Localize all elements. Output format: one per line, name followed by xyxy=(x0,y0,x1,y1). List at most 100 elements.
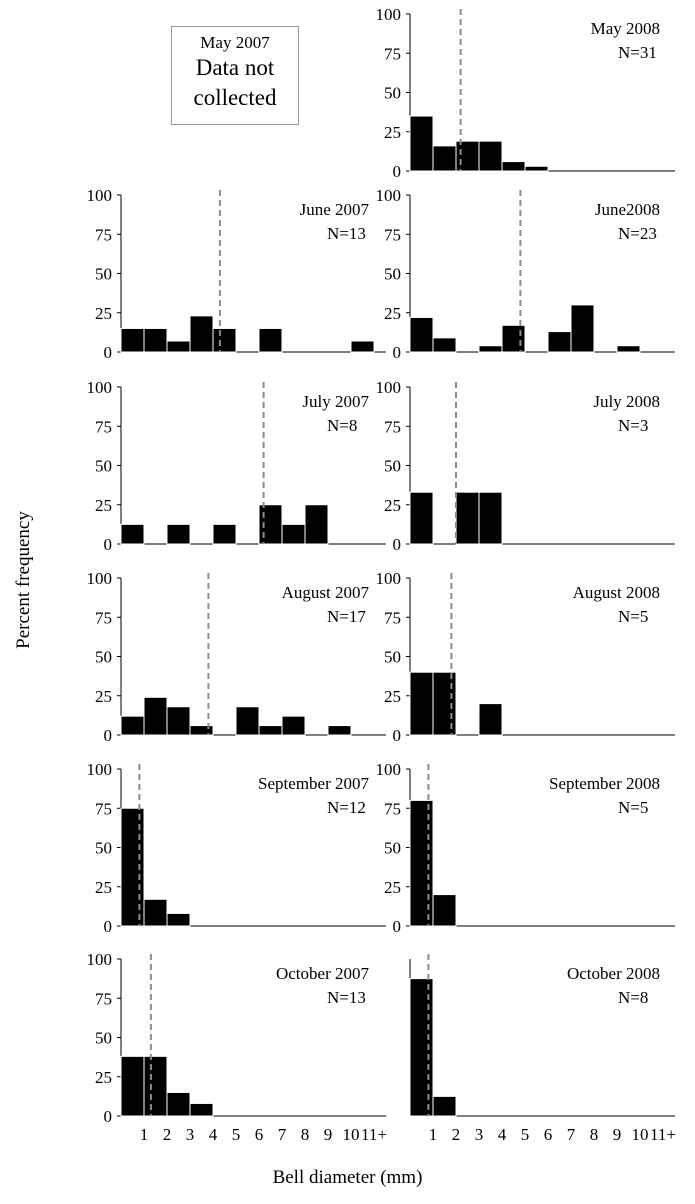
x-tick-label: 9 xyxy=(324,1125,333,1144)
y-tick-label: 25 xyxy=(384,304,401,323)
y-tick-label: 0 xyxy=(104,535,113,554)
y-tick-label: 100 xyxy=(376,760,402,779)
y-tick-label: 50 xyxy=(95,648,112,667)
bar xyxy=(304,504,329,545)
y-tick-label: 0 xyxy=(104,343,113,362)
x-tick-label: 10 xyxy=(632,1125,649,1144)
y-tick-label: 75 xyxy=(384,608,401,627)
y-tick-label: 75 xyxy=(384,44,401,63)
y-tick-label: 25 xyxy=(384,123,401,142)
y-tick-label: 25 xyxy=(95,304,112,323)
bar xyxy=(166,912,191,927)
histogram-panel-0: 0 25 50 75 100 May 2008 N=31 xyxy=(376,5,675,181)
panel-title: August 2007 xyxy=(282,583,370,602)
y-tick-label: 75 xyxy=(95,608,112,627)
note-title: May 2007 xyxy=(200,33,270,52)
y-tick-label: 0 xyxy=(393,535,402,554)
y-tick-label: 100 xyxy=(87,378,113,397)
y-tick-label: 50 xyxy=(95,839,112,858)
y-tick-label: 100 xyxy=(376,569,402,588)
panel-n-label: N=23 xyxy=(618,224,657,243)
bar xyxy=(432,894,457,927)
panel-n-label: N=17 xyxy=(327,607,366,626)
bar xyxy=(478,140,503,172)
y-tick-label: 25 xyxy=(95,496,112,515)
panel-n-label: N=13 xyxy=(327,988,366,1007)
x-tick-label: 11+ xyxy=(361,1125,387,1144)
panel-title: July 2007 xyxy=(302,392,369,411)
bar xyxy=(478,491,503,545)
histogram-panel-2: 0 25 50 75 100 June2008 N=23 xyxy=(376,186,675,362)
panel-title: October 2007 xyxy=(276,964,370,983)
x-tick-label: 3 xyxy=(475,1125,484,1144)
x-tick-label: 7 xyxy=(278,1125,287,1144)
y-tick-label: 75 xyxy=(384,225,401,244)
bar xyxy=(120,1055,145,1117)
x-tick-label: 1 xyxy=(429,1125,438,1144)
y-tick-label: 50 xyxy=(95,265,112,284)
histogram-panel-5: 0 25 50 75 100 August 2007 N=17 xyxy=(87,569,386,745)
y-tick-label: 100 xyxy=(87,569,113,588)
x-tick-label: 9 xyxy=(613,1125,622,1144)
panel-title: May 2008 xyxy=(591,19,660,38)
x-tick-label: 11+ xyxy=(650,1125,676,1144)
x-tick-label: 5 xyxy=(521,1125,530,1144)
y-tick-label: 0 xyxy=(393,917,402,936)
bar xyxy=(409,115,434,172)
y-tick-label: 25 xyxy=(384,687,401,706)
note-text-line-1: Data not xyxy=(195,55,275,80)
y-tick-label: 75 xyxy=(95,799,112,818)
bar xyxy=(143,898,168,927)
y-tick-label: 50 xyxy=(384,84,401,103)
y-axis-label: Percent frequency xyxy=(13,511,34,649)
bar xyxy=(189,725,214,736)
bar xyxy=(432,671,457,736)
bar xyxy=(478,703,503,736)
histogram-panel-8: 0 25 50 75 100 September 2008 N=5 xyxy=(376,760,675,936)
y-tick-label: 0 xyxy=(104,917,113,936)
panel-title: October 2008 xyxy=(567,964,660,983)
y-tick-label: 75 xyxy=(384,799,401,818)
bar xyxy=(258,725,283,736)
bar xyxy=(432,1095,457,1117)
bar xyxy=(350,340,375,353)
y-tick-label: 50 xyxy=(95,1029,112,1048)
bar xyxy=(501,161,526,172)
y-tick-label: 75 xyxy=(95,989,112,1008)
y-tick-label: 25 xyxy=(95,1068,112,1087)
y-tick-label: 50 xyxy=(384,648,401,667)
histogram-panel-9: 0 25 50 75 100 1 2 3 4 5 6 7 8 9 10 11+ October 2007 N=13 xyxy=(87,950,387,1144)
y-tick-label: 100 xyxy=(87,760,113,779)
x-tick-label: 2 xyxy=(163,1125,172,1144)
y-tick-label: 75 xyxy=(95,417,112,436)
panel-title: August 2008 xyxy=(573,583,660,602)
bar xyxy=(166,1091,191,1117)
y-tick-label: 25 xyxy=(95,878,112,897)
bar xyxy=(212,327,237,353)
bar xyxy=(409,799,434,927)
y-tick-label: 100 xyxy=(376,378,402,397)
x-tick-label: 6 xyxy=(255,1125,264,1144)
panel-n-label: N=5 xyxy=(618,607,648,626)
bar xyxy=(409,491,434,545)
bar xyxy=(432,337,457,353)
bar xyxy=(455,140,480,172)
x-tick-label: 3 xyxy=(186,1125,195,1144)
bar xyxy=(143,1055,168,1117)
x-tick-label: 8 xyxy=(301,1125,310,1144)
bar xyxy=(120,523,145,545)
y-tick-label: 0 xyxy=(104,1107,113,1126)
y-tick-label: 0 xyxy=(393,343,402,362)
histogram-panel-6: 0 25 50 75 100 August 2008 N=5 xyxy=(376,569,675,745)
x-tick-label: 7 xyxy=(567,1125,576,1144)
y-tick-label: 50 xyxy=(95,457,112,476)
x-tick-label: 4 xyxy=(498,1125,507,1144)
y-tick-label: 25 xyxy=(384,878,401,897)
panel-n-label: N=13 xyxy=(327,224,366,243)
y-tick-label: 75 xyxy=(95,225,112,244)
y-tick-label: 0 xyxy=(393,726,402,745)
bar xyxy=(281,715,306,736)
bar xyxy=(616,345,641,353)
histogram-panel-7: 0 25 50 75 100 September 2007 N=12 xyxy=(87,760,386,936)
bar xyxy=(524,165,549,172)
